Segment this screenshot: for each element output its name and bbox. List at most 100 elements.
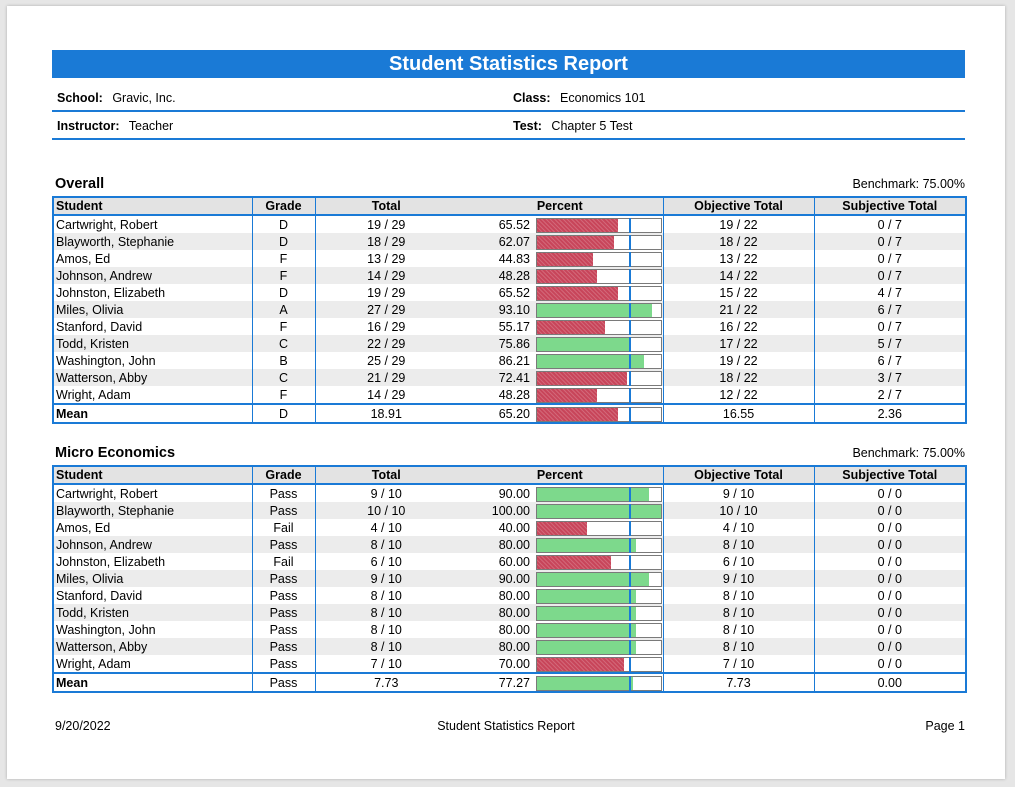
student-name-cell: Miles, Olivia bbox=[53, 570, 253, 587]
percent-bar-fill-below bbox=[537, 388, 597, 402]
percent-bar-cell bbox=[535, 352, 664, 369]
percent-bar-fill-below bbox=[537, 521, 587, 535]
percent-bar-cell bbox=[535, 604, 664, 621]
student-name-cell: Watterson, Abby bbox=[53, 638, 253, 655]
student-name-cell: Miles, Olivia bbox=[53, 301, 253, 318]
percent-bar-fill-below bbox=[537, 407, 618, 421]
percent-bar bbox=[536, 622, 662, 638]
table-row: Wright, Adam Pass 7 / 10 70.00 7 / 10 0 / 0 bbox=[53, 655, 966, 673]
subjective-total-cell: 6 / 7 bbox=[877, 353, 902, 368]
objective-total-cell: 4 / 10 bbox=[663, 519, 815, 536]
benchmark-line bbox=[629, 285, 631, 301]
percent-bar-cell bbox=[535, 215, 664, 233]
table-row: Watterson, Abby C 21 / 29 72.41 18 / 22 3 / 7 bbox=[53, 369, 967, 386]
col-student-header: Student bbox=[53, 466, 253, 485]
benchmark-line bbox=[629, 336, 631, 352]
total-cell: 21 / 29 bbox=[315, 369, 457, 386]
objective-total-cell: 10 / 10 bbox=[663, 502, 815, 519]
percent-cell: 77.27 bbox=[457, 672, 535, 692]
percent-cell: 80.00 bbox=[457, 536, 535, 553]
objective-total-cell: 13 / 22 bbox=[663, 250, 815, 267]
table-row: Miles, Olivia A 27 / 29 93.10 21 / 22 6 / 7 bbox=[53, 301, 967, 318]
benchmark-line bbox=[629, 571, 631, 587]
percent-bar bbox=[536, 571, 662, 587]
benchmark-line bbox=[629, 251, 631, 267]
table-row: Stanford, David Pass 8 / 10 80.00 8 / 10 0 / … bbox=[53, 587, 966, 604]
percent-bar-cell bbox=[535, 284, 664, 301]
percent-bar bbox=[536, 302, 662, 318]
grade-cell: Pass bbox=[252, 536, 316, 553]
percent-cell: 93.10 bbox=[457, 301, 535, 318]
subjective-total-cell: 0 / 0 bbox=[877, 554, 902, 569]
table-row: Blayworth, Stephanie D 18 / 29 62.07 18 / 22… bbox=[53, 233, 967, 250]
percent-bar-cell bbox=[535, 672, 664, 692]
benchmark-line bbox=[629, 675, 631, 691]
percent-bar-cell bbox=[535, 369, 664, 386]
objective-total-cell: 17 / 22 bbox=[663, 335, 815, 352]
total-cell: 8 / 10 bbox=[370, 588, 402, 603]
class-value: Economics 101 bbox=[560, 91, 646, 105]
col-subjective-header: Subjective Total bbox=[814, 466, 967, 485]
student-name-cell: Blayworth, Stephanie bbox=[53, 502, 253, 519]
table-row: Cartwright, Robert D 19 / 29 65.52 19 / 22 0 … bbox=[53, 215, 966, 233]
subjective-total-cell: 0 / 0 bbox=[877, 588, 902, 603]
micro-economics-table: Student Grade Total Percent Objective To… bbox=[52, 465, 968, 693]
total-cell: 14 / 29 bbox=[315, 267, 457, 284]
report-page: Student Statistics Report School: Gravic… bbox=[7, 6, 1005, 779]
percent-bar bbox=[536, 370, 662, 386]
percent-cell: 80.00 bbox=[498, 622, 530, 637]
subjective-total-cell: 0 / 0 bbox=[877, 486, 902, 501]
benchmark-line bbox=[629, 486, 631, 502]
subjective-total-cell: 0 / 0 bbox=[814, 604, 967, 621]
objective-total-cell: 8 / 10 bbox=[663, 536, 815, 553]
objective-total-cell: 6 / 10 bbox=[663, 553, 815, 570]
total-cell: 9 / 10 bbox=[370, 486, 402, 501]
table-row: Washington, John Pass 8 / 10 80.00 8 / 10 0 /… bbox=[53, 621, 966, 638]
subjective-total-cell: 0 / 0 bbox=[814, 502, 967, 519]
benchmark-line bbox=[629, 370, 631, 386]
benchmark-line bbox=[629, 503, 631, 519]
percent-bar-fill-below bbox=[537, 269, 597, 283]
subjective-total-cell: 0 / 7 bbox=[877, 319, 902, 334]
benchmark-line bbox=[629, 639, 631, 655]
total-cell: 8 / 10 bbox=[370, 622, 402, 637]
total-cell: 27 / 29 bbox=[315, 301, 457, 318]
total-cell: 10 / 10 bbox=[315, 502, 457, 519]
percent-bar-cell bbox=[535, 233, 664, 250]
percent-bar-fill-below bbox=[537, 235, 614, 249]
student-name-cell: Cartwright, Robert bbox=[53, 215, 253, 233]
objective-total-cell: 14 / 22 bbox=[663, 267, 815, 284]
percent-cell: 100.00 bbox=[457, 502, 535, 519]
table-row: Johnston, Elizabeth Fail 6 / 10 60.00 6 / 10… bbox=[53, 553, 966, 570]
percent-cell: 48.28 bbox=[457, 267, 535, 284]
total-cell: 7 / 10 bbox=[370, 656, 402, 671]
benchmark-line bbox=[629, 605, 631, 621]
col-objective-header: Objective Total bbox=[663, 466, 815, 485]
total-cell: 25 / 29 bbox=[367, 353, 406, 368]
percent-bar-fill-above bbox=[537, 676, 633, 690]
table-row: Stanford, David F 16 / 29 55.17 16 / 22 0 / 7 bbox=[53, 318, 966, 335]
percent-bar bbox=[536, 387, 662, 403]
subjective-total-cell: 0 / 7 bbox=[877, 217, 902, 232]
percent-bar-cell bbox=[535, 250, 664, 267]
grade-cell: F bbox=[252, 267, 316, 284]
student-name-cell: Amos, Ed bbox=[53, 519, 253, 536]
percent-bar bbox=[536, 503, 662, 519]
table-row: Wright, Adam F 14 / 29 48.28 12 / 22 2 / 7 bbox=[53, 386, 966, 404]
objective-total-cell: 18 / 22 bbox=[663, 369, 815, 386]
percent-cell: 44.83 bbox=[498, 251, 530, 266]
col-percent-header: Percent bbox=[457, 197, 664, 216]
table-row: Amos, Ed Fail 4 / 10 40.00 4 / 10 0 / 0 bbox=[53, 519, 966, 536]
percent-cell: 80.00 bbox=[457, 604, 535, 621]
percent-bar-fill-below bbox=[537, 657, 624, 671]
percent-bar bbox=[536, 319, 662, 335]
instructor-test-row: Instructor: Teacher Test: Chapter 5 Test bbox=[52, 112, 965, 140]
percent-bar-fill-above bbox=[537, 572, 649, 586]
grade-cell: D bbox=[252, 284, 316, 301]
objective-total-cell: 7 / 10 bbox=[663, 655, 815, 673]
percent-bar bbox=[536, 285, 662, 301]
percent-bar bbox=[536, 336, 662, 352]
grade-cell: C bbox=[252, 335, 316, 352]
section-title-overall: Overall bbox=[55, 176, 105, 192]
percent-bar-fill-above bbox=[537, 337, 632, 351]
